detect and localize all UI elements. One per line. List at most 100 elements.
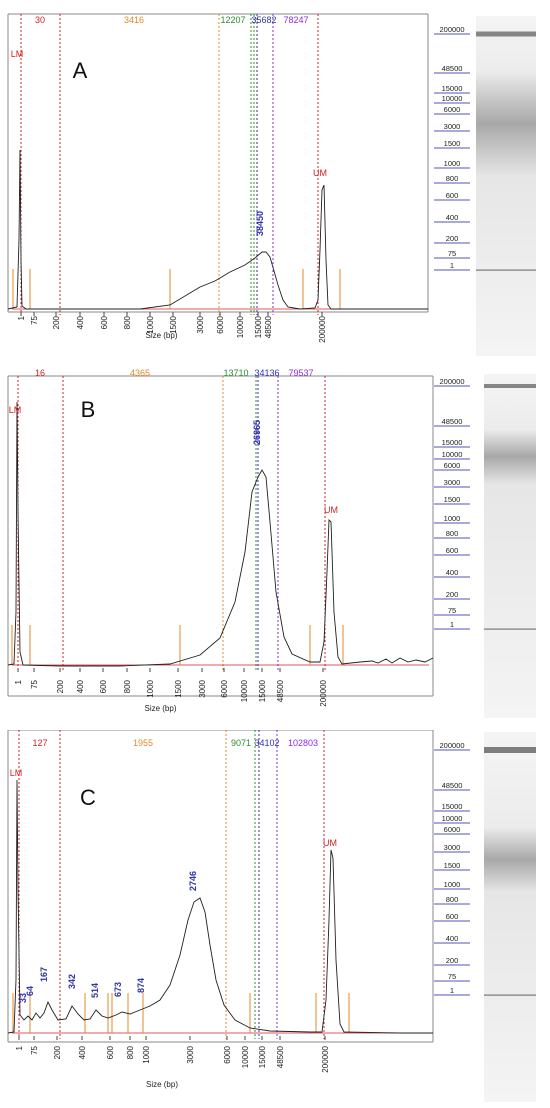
ladder-label: 200000: [439, 741, 464, 750]
ladder-label: 200000: [439, 25, 464, 34]
top-value-red: 30: [35, 15, 45, 25]
x-tick-label: 600: [106, 1045, 115, 1059]
ladder-label: 15000: [442, 84, 463, 93]
ladder-label: 75: [448, 972, 456, 981]
x-tick-label: 400: [78, 1045, 87, 1059]
electropherogram-trace: [7, 149, 428, 310]
gel-band: [476, 269, 536, 271]
x-tick-label: 6000: [216, 315, 225, 333]
x-tick-label: 1000: [146, 315, 155, 333]
ladder-label: 6000: [444, 105, 461, 114]
x-tick-label: 1: [14, 679, 23, 684]
x-tick-label: 1500: [174, 679, 183, 697]
ladder-label: 200000: [439, 377, 464, 386]
x-axis-title: Size (bp): [144, 704, 176, 713]
top-value-orange: 1955: [133, 738, 153, 748]
ladder-label: 1000: [444, 880, 461, 889]
ladder-label: 200: [446, 590, 459, 599]
ladder-label: 75: [448, 606, 456, 615]
peak-label: 2746: [188, 871, 198, 891]
top-value-purple: 78247: [283, 15, 308, 25]
gel-lane: [484, 732, 536, 1102]
x-tick-label: 1: [17, 315, 26, 320]
ladder-label: 3000: [444, 478, 461, 487]
top-value-blue: 34136: [254, 368, 279, 378]
panel-letter: C: [80, 785, 96, 810]
top-value-purple: 79537: [288, 368, 313, 378]
peak-label: 38450: [255, 211, 265, 236]
x-tick-label: 15000: [258, 1045, 267, 1068]
electropherogram-trace: [7, 401, 434, 667]
x-tick-label: 1500: [169, 315, 178, 333]
gel-band: [484, 384, 536, 388]
x-tick-label: 75: [30, 1045, 39, 1054]
x-tick-label: 75: [30, 315, 39, 324]
gel-band: [476, 31, 536, 37]
x-tick-label: 600: [99, 679, 108, 693]
top-value-red: 16: [35, 368, 45, 378]
x-tick-label: 15000: [258, 679, 267, 702]
x-tick-label: 400: [76, 679, 85, 693]
ladder-label: 10000: [442, 814, 463, 823]
x-tick-label: 200000: [318, 315, 327, 342]
top-value-green: 12207: [220, 15, 245, 25]
ladder-label: 1500: [444, 495, 461, 504]
peak-label: 64: [25, 986, 35, 996]
peak-label: 874: [136, 978, 146, 993]
x-tick-label: 800: [123, 679, 132, 693]
marker-label-um: UM: [323, 838, 337, 848]
ladder-label: 3000: [444, 122, 461, 131]
ladder-label: 800: [446, 895, 459, 904]
electropherogram-panel-b: 16 4365 13710 34136 79537 B LM UM 26965 1 75 200 400…: [7, 368, 536, 718]
ladder-label: 1000: [444, 159, 461, 168]
ladder-label: 75: [448, 249, 456, 258]
ladder-label: 200: [446, 956, 459, 965]
gel-band: [484, 628, 536, 630]
x-tick-label: 6000: [223, 1045, 232, 1063]
x-tick-label: 400: [76, 315, 85, 329]
x-tick-label: 800: [123, 315, 132, 329]
ladder-label: 600: [446, 912, 459, 921]
peak-label: 167: [39, 967, 49, 982]
x-axis-title: Size (bp): [146, 1080, 178, 1089]
x-tick-label: 15000: [254, 315, 263, 338]
peak-label: 673: [113, 982, 123, 997]
ladder-label: 1500: [444, 139, 461, 148]
marker-label-lm: LM: [10, 768, 23, 778]
ladder-label: 600: [446, 191, 459, 200]
x-tick-label: 1000: [142, 1045, 151, 1063]
x-tick-label: 800: [126, 1045, 135, 1059]
top-value-blue: 34102: [254, 738, 279, 748]
x-tick-label: 3000: [186, 1045, 195, 1063]
marker-label-lm: LM: [9, 405, 22, 415]
top-value-blue: 35682: [251, 15, 276, 25]
panel-letter: A: [73, 58, 88, 83]
x-tick-label: 200: [56, 679, 65, 693]
x-tick-label: 200000: [321, 1045, 330, 1072]
ladder-label: 10000: [442, 450, 463, 459]
x-tick-label: 200000: [319, 679, 328, 706]
x-tick-label: 75: [30, 679, 39, 688]
ladder-label: 1: [450, 261, 454, 270]
ladder-label: 6000: [444, 461, 461, 470]
ladder-label: 10000: [442, 94, 463, 103]
x-tick-label: 48500: [276, 679, 285, 702]
ladder-label: 48500: [442, 417, 463, 426]
ladder-label: 200: [446, 234, 459, 243]
ladder-label: 48500: [442, 781, 463, 790]
marker-label-um: UM: [313, 168, 327, 178]
peak-label: 514: [90, 983, 100, 998]
panel-letter: B: [81, 397, 96, 422]
x-tick-label: 48500: [264, 315, 273, 338]
x-tick-label: 3000: [198, 679, 207, 697]
top-value-orange: 3416: [124, 15, 144, 25]
top-value-red: 127: [32, 738, 47, 748]
ladder-label: 3000: [444, 843, 461, 852]
x-tick-label: 48500: [276, 1045, 285, 1068]
peak-label: 342: [67, 974, 77, 989]
marker-label-um: UM: [324, 505, 338, 515]
x-tick-label: 200: [52, 315, 61, 329]
ladder-label: 800: [446, 174, 459, 183]
ladder-label: 6000: [444, 825, 461, 834]
